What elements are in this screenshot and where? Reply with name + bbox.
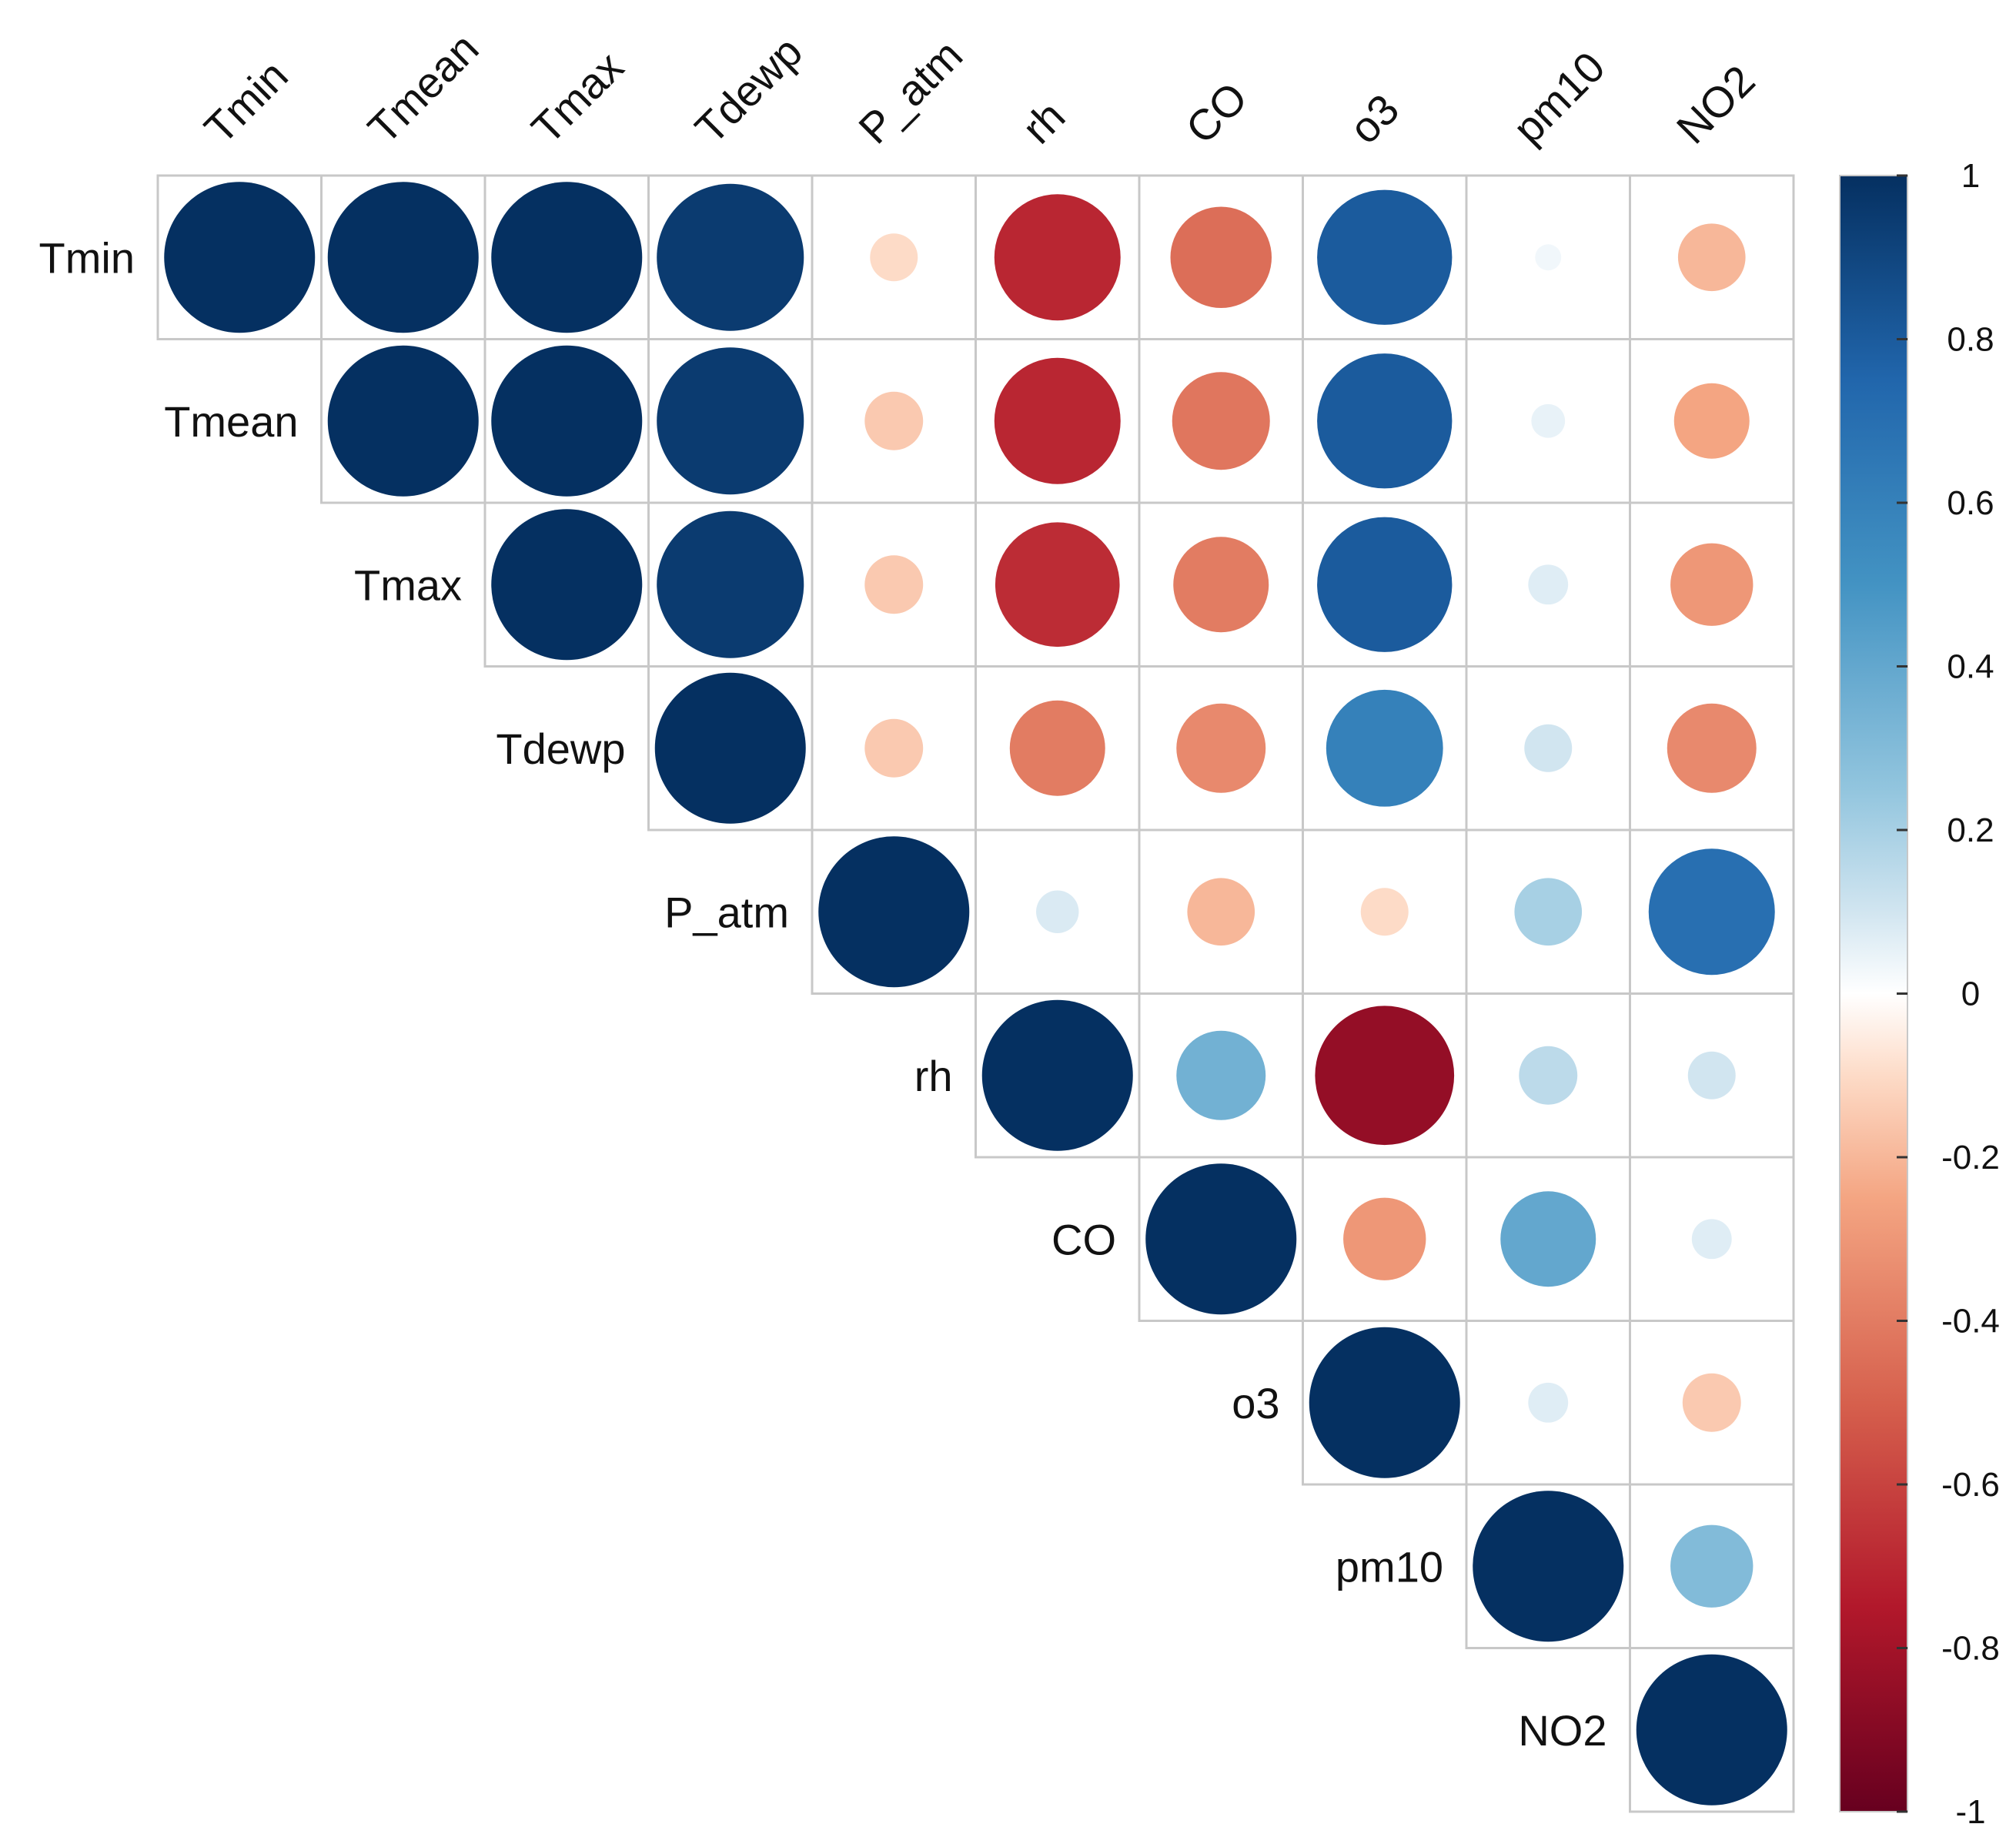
row-label-CO: CO [1051, 1215, 1116, 1263]
colorbar-tick-label: 0 [1961, 976, 1980, 1013]
corr-circle-Tdewp-o3 [1326, 689, 1443, 807]
col-label-Tmin: Tmin [195, 51, 297, 153]
corr-circle-Tmin-Tdewp [657, 183, 804, 331]
corr-circle-pm10-pm10 [1473, 1491, 1624, 1642]
corr-circle-rh-rh [981, 999, 1133, 1151]
col-label-Tdewp: Tdewp [686, 27, 811, 152]
colorbar-tick-label: 1 [1961, 157, 1980, 195]
corr-circle-Tmean-Tmax [491, 345, 643, 497]
col-label-CO: CO [1176, 73, 1256, 153]
corr-circle-Tmin-Tmax [491, 182, 643, 333]
colorbar-tick-label: 0.2 [1947, 812, 1994, 849]
corr-circle-Tmean-pm10 [1531, 403, 1566, 438]
col-label-o3: o3 [1340, 85, 1409, 153]
corr-circle-Tmax-P_atm [864, 555, 924, 614]
row-label-Tdewp: Tdewp [496, 725, 625, 773]
corr-circle-P_atm-NO2 [1648, 848, 1775, 976]
col-label-Tmax: Tmax [522, 42, 633, 153]
corr-circle-Tmax-pm10 [1528, 564, 1569, 605]
corr-circle-Tmax-Tmax [491, 509, 643, 661]
corr-circle-Tmax-Tdewp [657, 510, 804, 658]
corr-circle-Tdewp-pm10 [1524, 724, 1573, 772]
colorbar-tick-label: -0.8 [1941, 1630, 2000, 1668]
corr-circle-Tmax-CO [1173, 537, 1269, 633]
corr-circle-Tdewp-NO2 [1667, 703, 1757, 793]
colorbar-tick-label: -0.4 [1941, 1303, 2000, 1340]
correlation-circles [164, 182, 1787, 1806]
colorbar-tick-label: 0.8 [1947, 321, 1994, 359]
corr-circle-Tdewp-rh [1009, 700, 1105, 796]
colorbar-tick-label: 0.6 [1947, 484, 1994, 522]
colorbar-tick-label: 0.4 [1947, 648, 1994, 686]
row-label-Tmean: Tmean [164, 397, 298, 446]
matrix-cells [156, 174, 1795, 1813]
corr-circle-Tmean-Tmean [327, 345, 479, 497]
matrix-cell [1629, 1647, 1795, 1813]
corr-circle-Tmax-rh [995, 522, 1120, 648]
colorbar-tick-label: -1 [1955, 1793, 1985, 1831]
colorbar-tick-label: -0.6 [1941, 1466, 2000, 1504]
corr-circle-P_atm-o3 [1360, 888, 1409, 936]
row-label-pm10: pm10 [1336, 1542, 1443, 1591]
corr-circle-NO2-NO2 [1636, 1654, 1787, 1806]
corr-circle-o3-pm10 [1528, 1382, 1569, 1423]
colorbar-gradient [1839, 175, 1908, 1812]
corr-circle-Tmin-rh [994, 194, 1121, 321]
corr-circle-Tmean-CO [1172, 372, 1270, 470]
corr-circle-Tdewp-Tdewp [654, 672, 806, 824]
corr-circle-rh-o3 [1315, 1006, 1455, 1146]
corr-circle-o3-NO2 [1682, 1373, 1741, 1432]
corr-circle-rh-pm10 [1519, 1046, 1578, 1105]
row-label-o3: o3 [1232, 1379, 1279, 1427]
corr-circle-Tmin-Tmin [164, 182, 316, 333]
corr-circle-Tmax-o3 [1317, 517, 1453, 652]
corr-circle-Tmean-P_atm [864, 391, 924, 450]
corr-circle-P_atm-P_atm [818, 836, 970, 988]
corr-circle-Tmin-NO2 [1677, 223, 1746, 292]
corr-circle-CO-o3 [1343, 1197, 1426, 1280]
corr-circle-rh-CO [1176, 1030, 1266, 1120]
row-label-NO2: NO2 [1518, 1706, 1606, 1755]
row-label-Tmin: Tmin [39, 233, 135, 282]
corr-circle-P_atm-pm10 [1514, 878, 1583, 946]
col-label-pm10: pm10 [1503, 42, 1614, 153]
corr-circle-Tmean-Tdewp [657, 347, 804, 495]
colorbar-tick-label: -0.2 [1941, 1139, 2000, 1176]
row-label-rh: rh [914, 1052, 953, 1100]
corr-circle-Tmax-NO2 [1670, 543, 1754, 626]
corr-circle-pm10-NO2 [1670, 1524, 1754, 1608]
corr-circle-Tmean-NO2 [1673, 383, 1750, 459]
corr-circle-CO-CO [1145, 1163, 1297, 1315]
corr-circle-P_atm-rh [1036, 890, 1079, 933]
corr-circle-Tmean-rh [994, 357, 1121, 484]
corr-circle-CO-NO2 [1691, 1219, 1732, 1260]
corr-circle-Tmin-o3 [1317, 189, 1453, 325]
corr-circle-P_atm-CO [1187, 878, 1255, 946]
corr-circle-CO-pm10 [1500, 1191, 1596, 1287]
row-label-Tmax: Tmax [354, 561, 462, 609]
corr-circle-Tmin-CO [1170, 206, 1272, 308]
row-label-P_atm: P_atm [664, 888, 789, 936]
corr-circle-o3-o3 [1309, 1327, 1460, 1478]
col-label-Tmean: Tmean [359, 24, 488, 153]
corr-circle-Tdewp-CO [1176, 703, 1266, 793]
corr-circle-Tmin-P_atm [870, 233, 918, 282]
corr-circle-Tmin-pm10 [1535, 244, 1562, 271]
corr-circle-Tmean-o3 [1317, 353, 1453, 489]
color-legend: 1 0.8 0.6 0.4 0.2 0 -0.2 -0.4 -0.6 -0.8 -1 [1839, 157, 2000, 1831]
col-label-rh: rh [1013, 92, 1075, 153]
corr-circle-Tmin-Tmean [327, 182, 479, 333]
col-label-P_atm: P_atm [849, 30, 971, 152]
col-label-NO2: NO2 [1667, 56, 1764, 153]
corr-circle-Tdewp-P_atm [864, 718, 924, 778]
corr-circle-rh-NO2 [1687, 1051, 1736, 1099]
